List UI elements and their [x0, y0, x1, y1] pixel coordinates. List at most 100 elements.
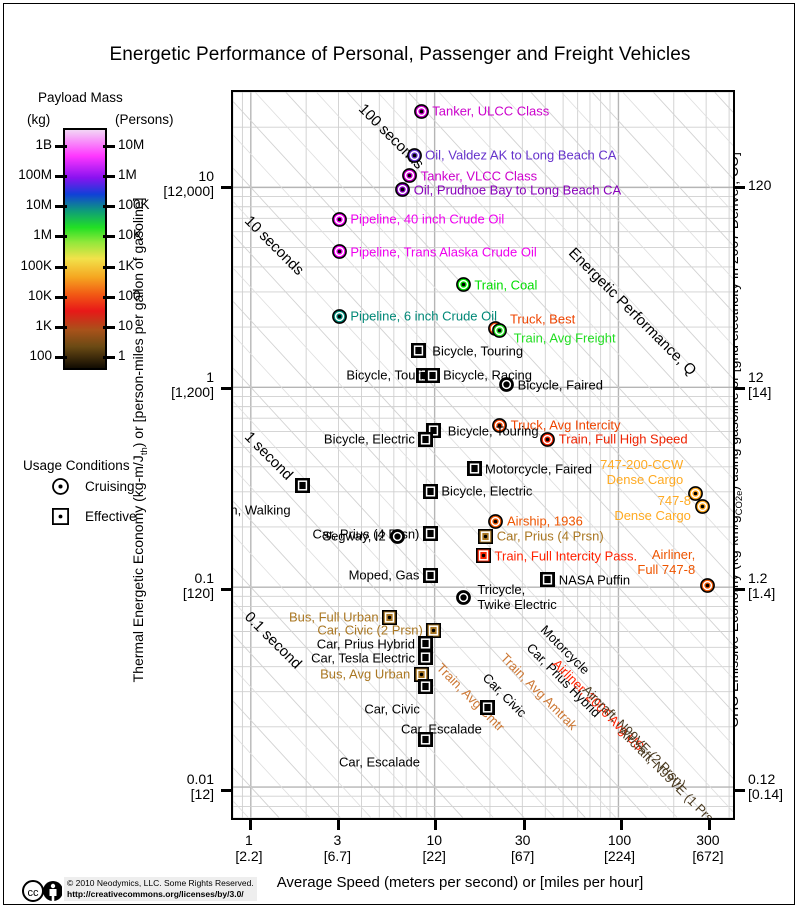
y-axis-tick-label: 0.1 [120]: [128, 570, 214, 601]
data-point-marker: [687, 486, 703, 502]
data-point-label: Train, Full High Speed: [558, 431, 688, 447]
data-point-label: Train, Coal: [474, 277, 538, 293]
page-title: Energetic Performance of Personal, Passe…: [109, 44, 691, 65]
data-point-label: Tricycle, Twike Electric: [477, 582, 556, 612]
data-point-marker: [422, 483, 438, 499]
y-tick-main: 10: [198, 167, 214, 184]
data-point-label: Train, Full Intercity Pass.: [494, 548, 638, 564]
colorbar-tick-left: [55, 205, 67, 209]
y2-tick-alt: [0.14]: [748, 785, 784, 802]
data-point-label: Car, Civic: [364, 701, 420, 717]
data-point-marker: [418, 636, 434, 652]
x-tick-main: 300: [696, 832, 720, 848]
colorbar-tick-left: [55, 144, 67, 148]
colorbar-tick-right: [103, 174, 115, 178]
data-point-label: Car, Escalade: [339, 754, 420, 770]
colorbar-kg-label: 100M: [18, 166, 52, 182]
data-point-label: Car, Prius (4 Prsn): [496, 528, 604, 544]
y-tickmark: [221, 587, 233, 591]
x-tick-main: 1: [245, 832, 253, 848]
colorbar-persons-label: 10: [118, 318, 134, 334]
data-point-label-line: Twike Electric: [477, 597, 557, 613]
data-point-marker: [395, 182, 411, 198]
data-point-marker: [540, 572, 556, 588]
colorbar-persons-label: 1: [118, 348, 126, 364]
y-tick-main: 1: [206, 368, 214, 385]
x-tickmark: [522, 818, 526, 830]
data-point-label: Bicycle, Touring: [346, 367, 438, 383]
data-point-label: Segway, I2: [322, 528, 386, 544]
colorbar-persons-label: 1K: [118, 257, 135, 273]
x-tick-alt: [67]: [510, 848, 535, 864]
colorbar-kg-label: 10M: [25, 197, 52, 213]
y-axis-tick-label: 10 [12,000]: [128, 167, 214, 199]
data-point-marker: [402, 168, 418, 184]
data-point-marker: [476, 548, 492, 564]
colorbar-tick-right: [103, 295, 115, 299]
colorbar-tick-left: [55, 235, 67, 239]
copyright-block: © 2010 Neodymics, LLC. Some Rights Reser…: [64, 877, 257, 901]
data-point-marker: [492, 323, 508, 338]
y-tickmark: [221, 185, 233, 189]
colorbar-persons-label: 100K: [118, 197, 150, 213]
colorbar-kg-label: 10K: [27, 287, 52, 303]
data-point-label: Car, Prius Hybrid: [316, 636, 415, 652]
colorbar-title: Payload Mass: [38, 90, 123, 105]
data-point-label: Car, Tesla Electric: [311, 650, 415, 666]
y-tickmark: [221, 386, 233, 390]
colorbar-unit-kg: (kg): [27, 112, 51, 127]
data-point-label-line: Tricycle,: [477, 582, 526, 598]
y2-tick-main: 0.12: [748, 770, 776, 787]
svg-text:cc: cc: [28, 887, 40, 899]
data-point-label: Pipeline, 40 inch Crude Oil: [350, 211, 505, 227]
data-point-marker: [418, 431, 434, 447]
y2-axis-tick-label: 120: [748, 177, 800, 193]
y2-axis-tick-label: 12 [14]: [748, 368, 800, 400]
x-tick-main: 3: [333, 832, 342, 848]
y-tickmark: [221, 788, 233, 792]
y2-tick-main: 12: [748, 368, 764, 385]
data-point-label: Bicycle, Touring: [447, 423, 539, 439]
data-point-label: Airliner, Full 747-8: [637, 547, 695, 577]
colorbar-persons-label: 10K: [118, 227, 143, 243]
x-axis-tick-label: 1 [2.2]: [204, 832, 294, 864]
y2-tickmark: [733, 587, 745, 591]
y2-axis-tick-label: 0.12 [0.14]: [748, 770, 800, 802]
license-link[interactable]: http://creativecommons.org/licenses/by/3…: [67, 889, 244, 899]
data-point-marker: [424, 367, 440, 383]
x-tickmark: [707, 818, 711, 830]
data-point-label: 747-200-CCW Dense Cargo: [600, 457, 683, 487]
colorbar-tick-left: [55, 295, 67, 299]
x-tickmark: [337, 818, 341, 830]
x-axis-title: Average Speed (meters per second) or [mi…: [276, 874, 644, 891]
data-point-label: Bus, Avg Urban: [320, 666, 411, 682]
data-point-label: Pipeline, 6 inch Crude Oil: [350, 308, 498, 324]
data-point-label: Bicycle, Touring: [432, 343, 524, 359]
y2-tick-main: 1.2: [748, 569, 768, 586]
data-point-label: Train, Avg Freight: [513, 330, 616, 346]
y-axis-title-sub: th: [138, 447, 150, 456]
data-point-marker: [418, 650, 434, 666]
data-point-marker: [406, 148, 422, 163]
data-point-label: Car, Escalade: [400, 721, 482, 737]
data-point-marker: [331, 211, 347, 227]
x-tickmark: [434, 818, 438, 830]
y-tick-alt: [120]: [182, 584, 214, 601]
colorbar-tick-right: [103, 205, 115, 209]
colorbar-tick-left: [55, 356, 67, 360]
data-point-label: Airship, 1936: [506, 513, 583, 529]
x-axis-tick-label: 300 [672]: [663, 832, 753, 864]
data-point-label-line: Dense Cargo: [614, 508, 691, 524]
data-point-label-line: Full 747-8: [637, 561, 696, 577]
data-point-label: Truck, Avg Intercity: [510, 417, 621, 433]
y2-tickmark: [733, 386, 745, 390]
data-point-label: Truck, Best: [509, 311, 576, 327]
data-point-label: Bicycle, Faired: [517, 377, 603, 393]
data-point-marker: [499, 377, 515, 393]
colorbar-tick-left: [55, 326, 67, 330]
colorbar-persons-label: 100: [118, 287, 141, 303]
data-point-marker: [478, 528, 494, 544]
x-tick-alt: [2.2]: [235, 848, 263, 864]
colorbar-tick-left: [55, 265, 67, 269]
creative-commons-icons: cc: [22, 880, 63, 907]
